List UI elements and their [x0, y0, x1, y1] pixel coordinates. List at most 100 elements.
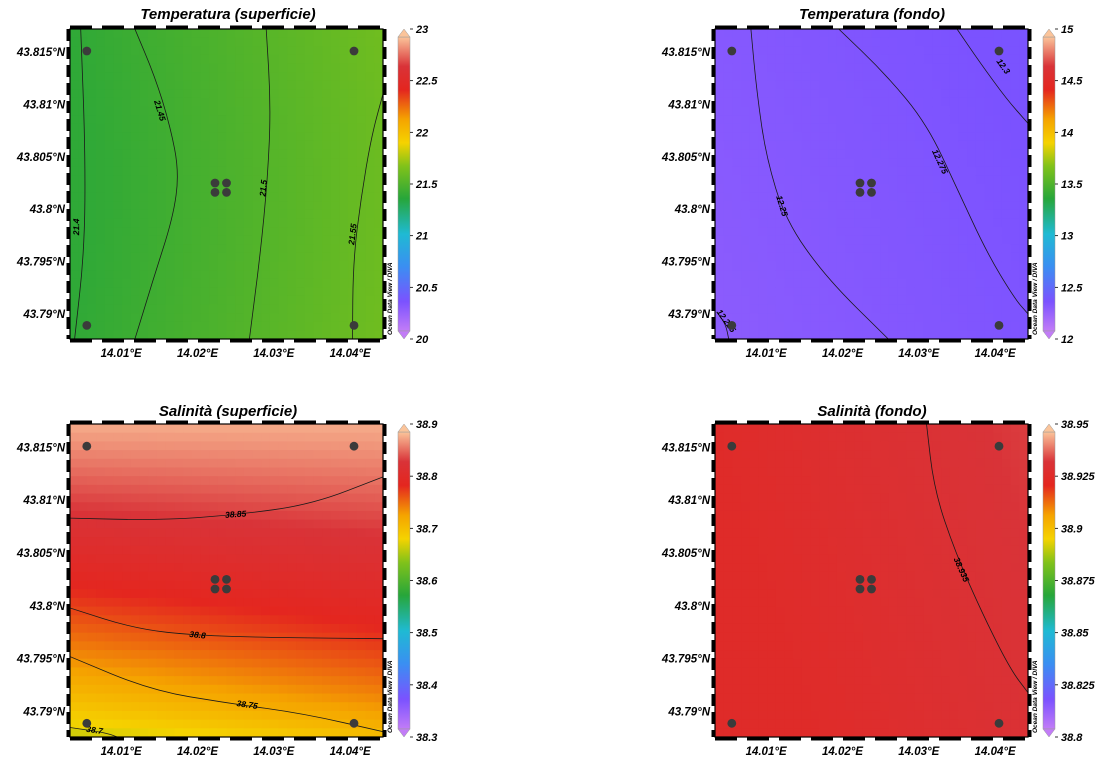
field-cell: [287, 123, 297, 133]
field-cell: [191, 467, 202, 477]
field-cell: [793, 658, 803, 669]
field-cell: [828, 140, 838, 151]
field-cell: [749, 632, 760, 642]
field-cell: [174, 227, 184, 237]
field-cell: [148, 149, 158, 159]
field-cell: [209, 623, 219, 634]
field-cell: [1010, 295, 1020, 306]
field-cell: [243, 227, 254, 237]
field-cell: [261, 441, 271, 451]
field-cell: [923, 728, 933, 737]
field-cell: [775, 589, 786, 599]
field-cell: [96, 528, 106, 538]
field-cell: [356, 537, 367, 547]
field-cell: [261, 97, 271, 108]
field-cell: [78, 484, 88, 495]
field-cell: [941, 261, 951, 271]
field-cell: [758, 123, 768, 133]
field-cell: [174, 676, 184, 686]
field-cell: [767, 563, 777, 573]
field-cell: [96, 580, 106, 590]
field-cell: [269, 710, 280, 721]
field-cell: [888, 510, 899, 521]
field-cell: [235, 89, 245, 99]
field-cell: [122, 97, 132, 108]
field-cell: [78, 597, 88, 608]
station-marker: [222, 575, 231, 584]
field-cell: [932, 571, 942, 582]
field-cell: [209, 537, 219, 547]
map-frame: [69, 423, 384, 738]
field-cell: [183, 702, 193, 712]
field-cell: [174, 295, 184, 306]
field-cell: [104, 702, 115, 712]
field-cell: [854, 89, 864, 99]
field-cell: [148, 710, 158, 721]
field-cell: [836, 295, 847, 306]
field-cell: [148, 615, 158, 625]
field-cell: [304, 140, 315, 151]
field-cell: [156, 184, 167, 194]
field-cell: [784, 261, 794, 271]
field-cell: [845, 175, 855, 185]
field-cell: [183, 658, 193, 669]
field-cell: [200, 424, 210, 434]
field-cell: [130, 615, 141, 625]
field-cell: [243, 623, 254, 634]
field-cell: [278, 158, 288, 168]
field-cell: [715, 658, 725, 669]
field-cell: [348, 244, 358, 254]
field-cell: [269, 115, 280, 125]
field-cell: [993, 37, 1003, 47]
field-cell: [975, 166, 986, 176]
field-cell: [209, 441, 219, 451]
field-cell: [914, 728, 925, 737]
field-cell: [801, 545, 812, 556]
field-cell: [775, 684, 786, 695]
field-cell: [278, 641, 288, 651]
field-cell: [122, 467, 132, 477]
field-cell: [296, 321, 306, 331]
field-cell: [723, 545, 733, 556]
field-cell: [758, 519, 768, 529]
field-cell: [871, 235, 881, 245]
field-cell: [122, 140, 132, 151]
field-cell: [330, 580, 341, 590]
field-cell: [749, 201, 760, 211]
field-cell: [348, 545, 358, 556]
field-cell: [104, 528, 115, 538]
field-cell: [330, 632, 341, 642]
field-cell: [217, 719, 228, 729]
field-cell: [923, 554, 933, 564]
field-cell: [975, 227, 986, 237]
field-cell: [217, 563, 228, 573]
field-cell: [130, 597, 141, 608]
field-cell: [845, 132, 855, 142]
field-cell: [732, 313, 742, 323]
field-cell: [70, 493, 80, 503]
field-cell: [1010, 321, 1020, 331]
field-cell: [217, 493, 228, 503]
field-cell: [183, 123, 193, 133]
field-cell: [801, 330, 812, 339]
field-cell: [810, 313, 820, 323]
field-cell: [923, 702, 933, 712]
field-cell: [749, 89, 760, 99]
field-cell: [148, 97, 158, 108]
field-cell: [70, 710, 80, 721]
field-cell: [784, 432, 794, 442]
field-cell: [200, 115, 210, 125]
field-cell: [880, 132, 890, 142]
field-cell: [104, 97, 115, 108]
field-cell: [897, 304, 907, 314]
field-cell: [235, 132, 245, 142]
field-cell: [723, 235, 733, 245]
field-cell: [775, 244, 786, 254]
field-cell: [96, 209, 106, 220]
field-cell: [723, 615, 733, 625]
field-cell: [148, 106, 158, 116]
field-cell: [854, 106, 864, 116]
field-cell: [845, 115, 855, 125]
field-cell: [775, 458, 786, 469]
field-cell: [914, 554, 925, 564]
